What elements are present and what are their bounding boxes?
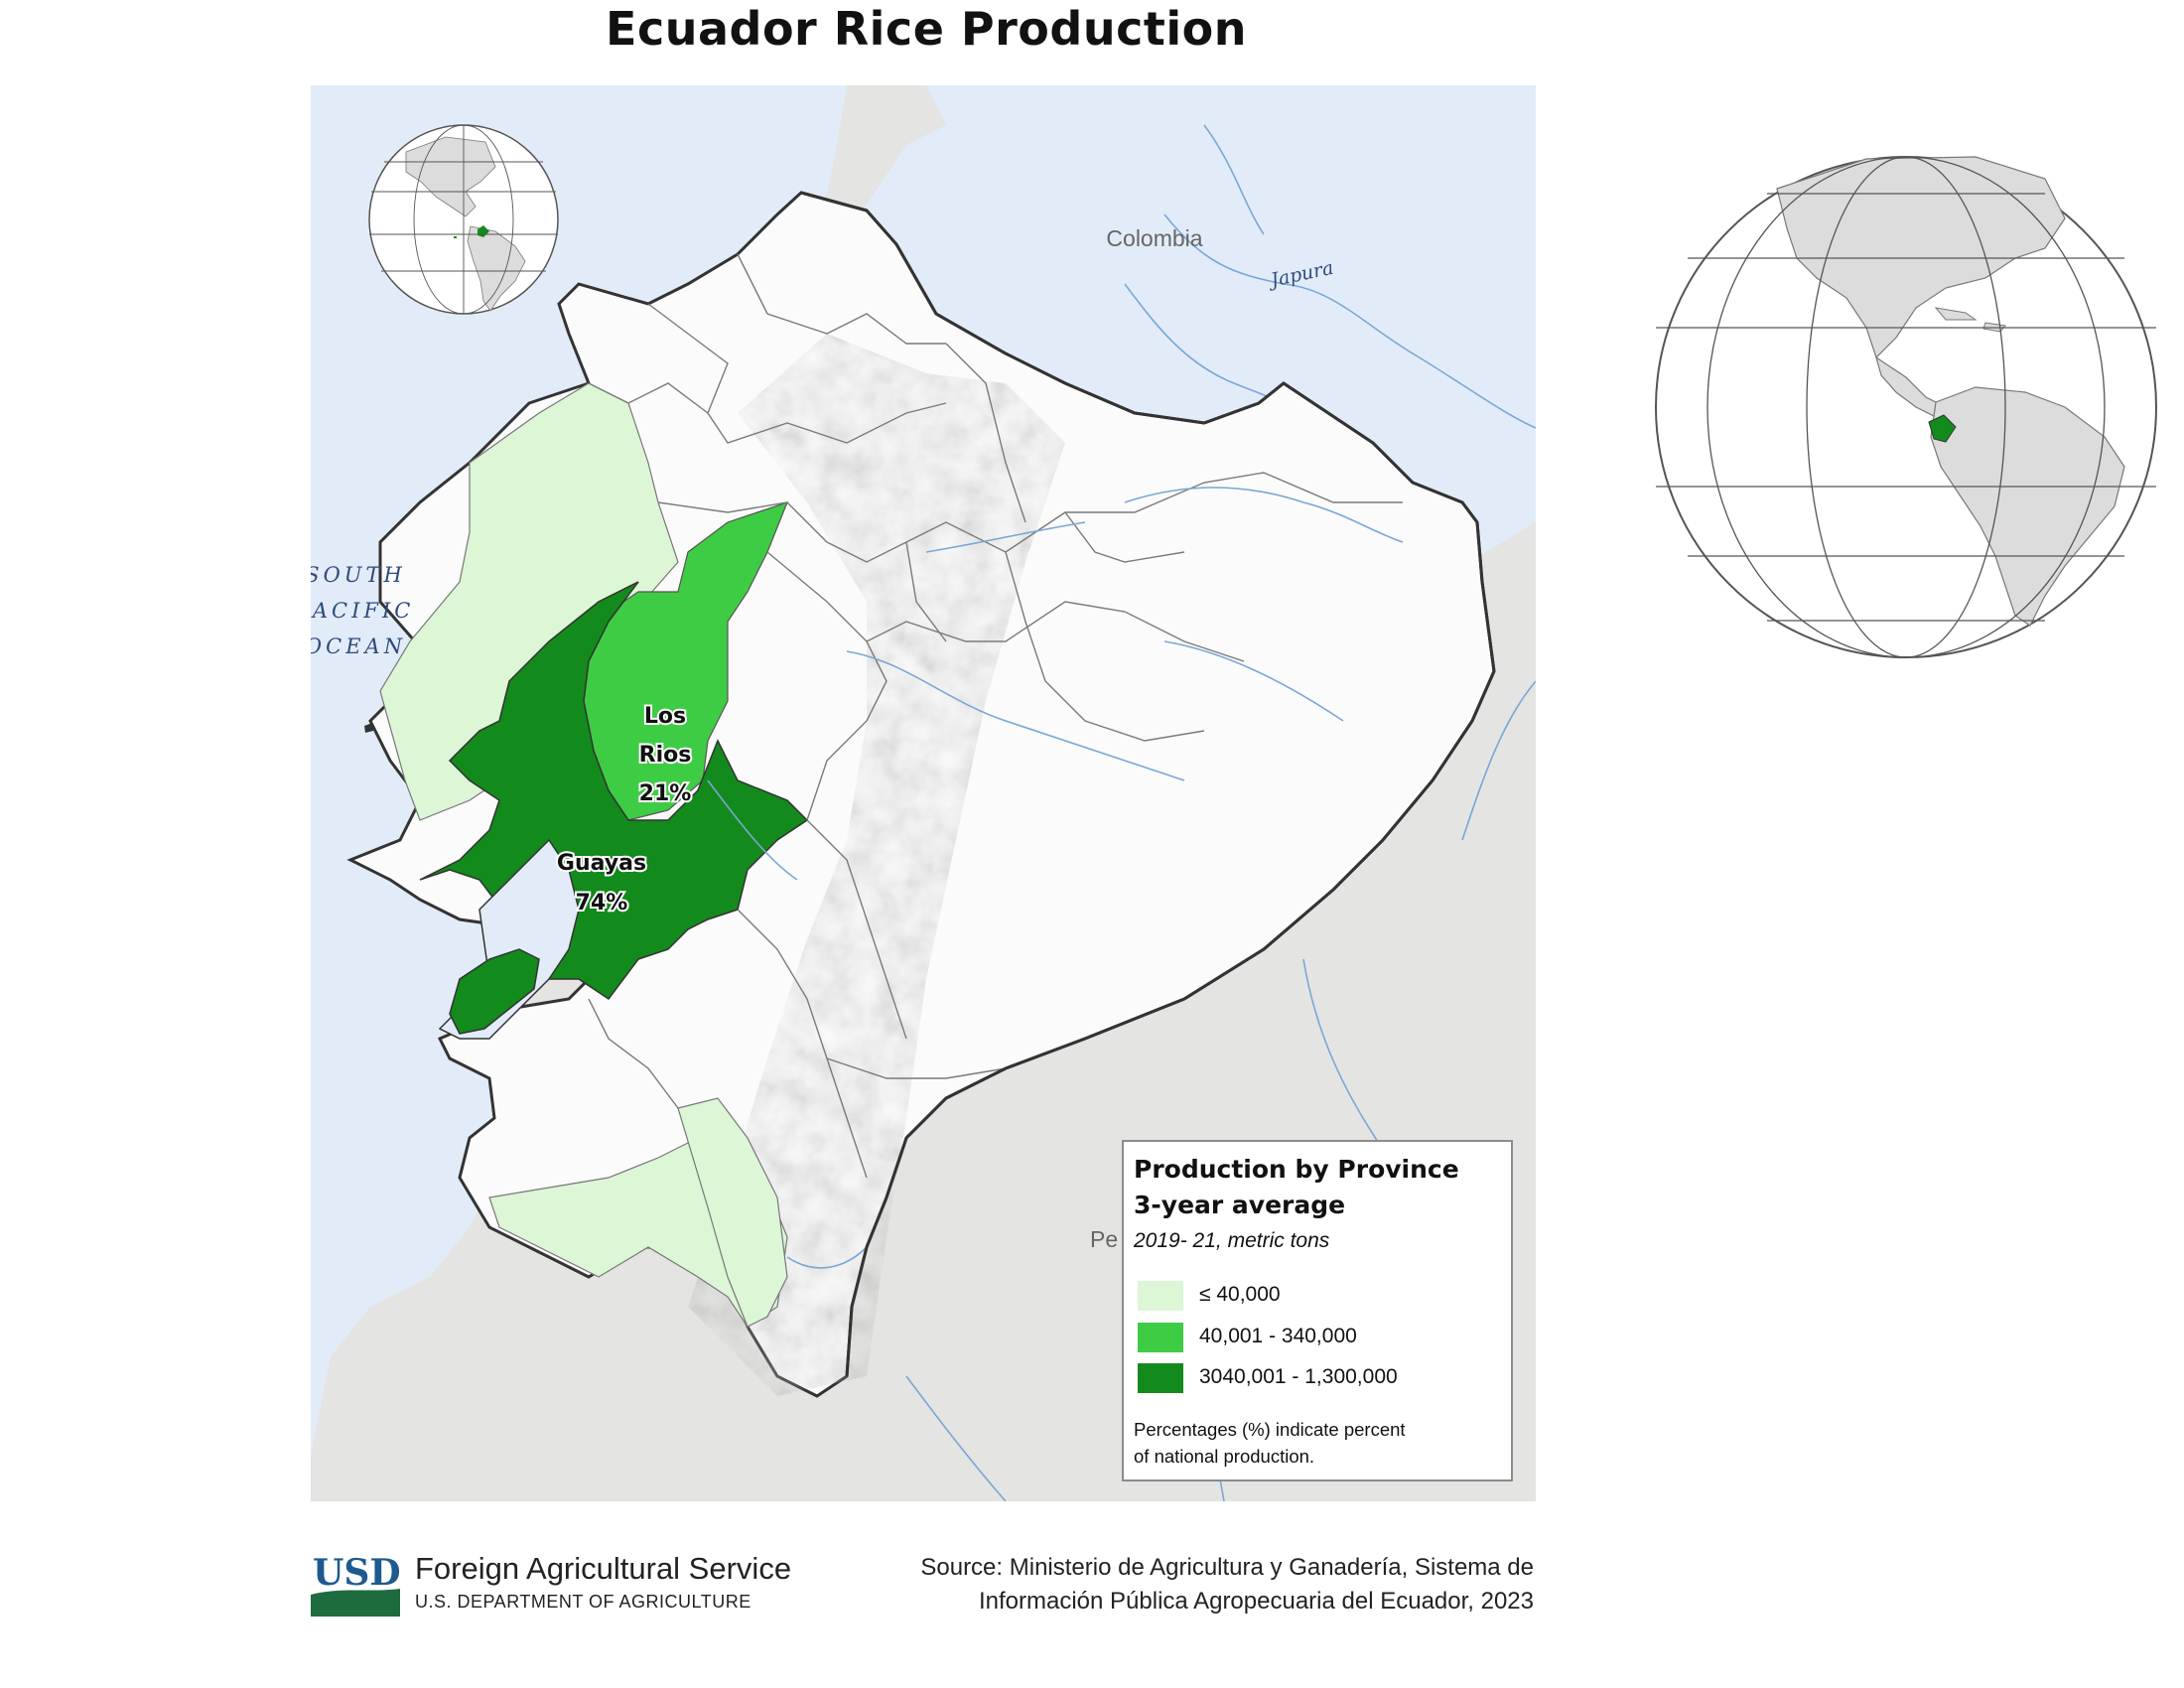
locator-globe bbox=[1655, 156, 2157, 658]
source-note: Source: Ministerio de Agricultura y Gana… bbox=[839, 1551, 1534, 1618]
legend: Production by Province 3-year average 20… bbox=[1122, 1140, 1513, 1481]
legend-swatch-high bbox=[1138, 1363, 1183, 1393]
los-rios-name-1: Los bbox=[644, 704, 686, 729]
source-line2: Información Pública Agropecuaria del Ecu… bbox=[978, 1588, 1534, 1615]
small-islet bbox=[364, 723, 373, 733]
province-label-los-rios: Los Rios 21% bbox=[637, 702, 694, 808]
legend-swatch-mid bbox=[1138, 1323, 1183, 1352]
legend-swatch-low bbox=[1138, 1281, 1183, 1311]
los-rios-name-2: Rios bbox=[639, 743, 692, 768]
los-rios-share: 21% bbox=[639, 781, 692, 806]
usda-logo-text: USDA bbox=[313, 1552, 400, 1594]
guayas-name: Guayas bbox=[557, 851, 646, 876]
agency-name: Foreign Agricultural Service bbox=[415, 1551, 792, 1586]
source-line1: Source: Ministerio de Agricultura y Gana… bbox=[920, 1554, 1534, 1581]
legend-note-line1: Percentages (%) indicate percent bbox=[1134, 1419, 1406, 1440]
map-canvas: SOUTH PACIFIC OCEAN Colombia Japura Pe L… bbox=[311, 85, 1536, 1501]
map-title: Ecuador Rice Production bbox=[606, 2, 1247, 56]
ocean-label-line1: SOUTH bbox=[311, 563, 406, 587]
guayas-share: 74% bbox=[576, 891, 628, 915]
department-name: U.S. DEPARTMENT OF AGRICULTURE bbox=[415, 1592, 751, 1612]
rivers-ecuador bbox=[707, 487, 1404, 1269]
legend-label-low: ≤ 40,000 bbox=[1199, 1283, 1281, 1306]
legend-title-line1: Production by Province bbox=[1134, 1155, 1459, 1184]
legend-note: Percentages (%) indicate percent of nati… bbox=[1134, 1416, 1406, 1470]
country-label-peru: Pe bbox=[1090, 1226, 1118, 1252]
usda-logo: USDA bbox=[311, 1552, 400, 1617]
province-boundaries bbox=[588, 253, 1403, 1179]
province-loja-east bbox=[677, 1097, 788, 1328]
ocean-label-line2: PACIFIC bbox=[311, 599, 414, 623]
legend-label-high: 3040,001 - 1,300,000 bbox=[1199, 1365, 1398, 1388]
national-border bbox=[800, 191, 1496, 1377]
legend-note-line2: of national production. bbox=[1134, 1446, 1315, 1467]
country-label-colombia: Colombia bbox=[1106, 225, 1202, 251]
legend-title-line2: 3-year average bbox=[1134, 1191, 1346, 1219]
legend-title: Production by Province 3-year average bbox=[1134, 1152, 1459, 1223]
province-label-guayas: Guayas 74% bbox=[555, 849, 648, 917]
ocean-label: SOUTH PACIFIC OCEAN bbox=[311, 563, 414, 658]
puna-island bbox=[449, 948, 540, 1035]
main-map[interactable]: SOUTH PACIFIC OCEAN Colombia Japura Pe L… bbox=[311, 85, 1536, 1501]
inset-globe bbox=[368, 124, 559, 315]
ocean-label-line3: OCEAN bbox=[311, 634, 406, 658]
legend-label-mid: 40,001 - 340,000 bbox=[1199, 1325, 1357, 1347]
legend-subtitle: 2019- 21, metric tons bbox=[1134, 1229, 1330, 1252]
